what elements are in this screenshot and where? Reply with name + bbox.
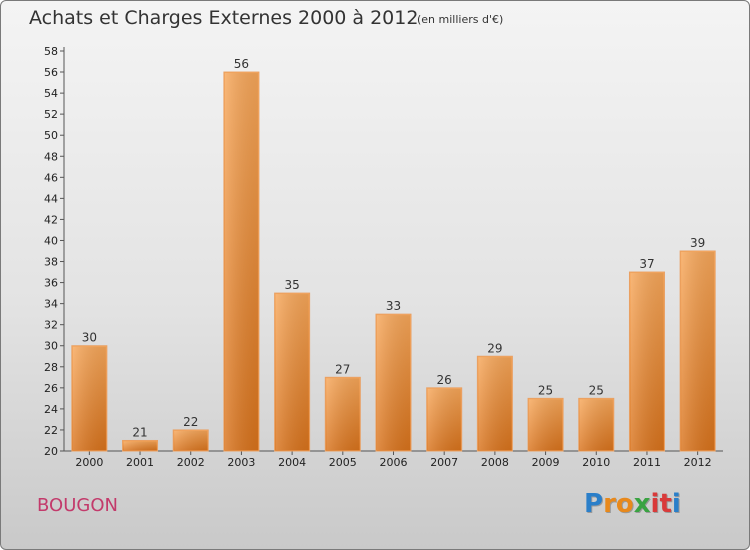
y-tick-label: 42 <box>44 213 58 226</box>
bar-value-label: 25 <box>538 383 553 397</box>
bar-value-label: 26 <box>437 373 452 387</box>
x-tick-label: 2005 <box>329 456 357 469</box>
bar-value-label: 27 <box>335 362 350 376</box>
x-tick-label: 2009 <box>532 456 560 469</box>
bar-highlight <box>478 357 512 450</box>
bars: 30 21 22 56 35 27 33 26 29 25 25 37 39 <box>71 57 716 452</box>
y-tick-label: 28 <box>44 361 58 374</box>
y-tick-label: 36 <box>44 277 58 290</box>
y-tick-label: 50 <box>44 129 58 142</box>
x-tick-label: 2008 <box>481 456 509 469</box>
bar-value-label: 56 <box>234 57 249 71</box>
x-axis: 2000 2001 2002 2003 2004 2005 2006 2007 2008 2009… <box>64 450 723 469</box>
y-tick-label: 40 <box>44 234 58 247</box>
bar-highlight <box>326 378 360 450</box>
y-tick-label: 24 <box>44 403 58 416</box>
y-tick-label: 46 <box>44 171 58 184</box>
bar-value-label: 39 <box>690 236 705 250</box>
x-tick-label: 2003 <box>227 456 255 469</box>
bar-value-label: 29 <box>487 341 502 355</box>
y-tick-label: 30 <box>44 340 58 353</box>
x-tick-label: 2010 <box>582 456 610 469</box>
bar-highlight <box>427 388 461 450</box>
x-tick-label: 2000 <box>75 456 103 469</box>
bar-value-label: 33 <box>386 299 401 313</box>
logo-letter: o <box>615 489 634 519</box>
logo-letter: i <box>671 489 681 519</box>
bar-value-label: 30 <box>82 331 97 345</box>
chart-subtitle: (en milliers d'€) <box>417 13 504 26</box>
bar-highlight <box>529 399 563 450</box>
logo-letter: t <box>659 489 672 519</box>
bar-highlight <box>224 73 258 450</box>
place-name: BOUGON <box>37 495 118 516</box>
x-tick-label: 2011 <box>633 456 661 469</box>
bar-value-label: 21 <box>132 425 147 439</box>
chart-title: Achats et Charges Externes 2000 à 2012 <box>29 7 419 29</box>
logo-letter: r <box>603 489 616 519</box>
y-tick-label: 38 <box>44 256 58 269</box>
y-tick-label: 48 <box>44 150 58 163</box>
y-tick-label: 20 <box>44 445 58 458</box>
y-tick-label: 58 <box>44 45 58 58</box>
y-tick-label: 52 <box>44 108 58 121</box>
y-tick-label: 56 <box>44 66 58 79</box>
y-tick-label: 22 <box>44 424 58 437</box>
y-tick-label: 32 <box>44 319 58 332</box>
proxiti-logo: Proxiti <box>584 489 681 519</box>
bar-highlight <box>377 315 410 450</box>
bar-highlight <box>681 252 715 450</box>
bar-highlight <box>275 294 309 450</box>
y-tick-label: 44 <box>44 192 58 205</box>
x-tick-label: 2002 <box>177 456 205 469</box>
x-tick-label: 2001 <box>126 456 154 469</box>
bar-value-label: 25 <box>589 383 604 397</box>
logo-letter: P <box>584 489 604 519</box>
bar-highlight <box>123 441 157 450</box>
bar-highlight <box>579 399 613 450</box>
logo-letter: x <box>633 489 651 519</box>
y-axis: 20 22 24 26 28 30 32 34 36 38 40 42 44 46 48 50 52 54 56 58 <box>44 45 65 458</box>
x-tick-label: 2004 <box>278 456 306 469</box>
x-tick-label: 2012 <box>684 456 712 469</box>
bar-highlight <box>630 273 664 450</box>
y-tick-label: 26 <box>44 382 58 395</box>
bar-value-label: 35 <box>284 278 299 292</box>
bar-highlight <box>174 430 208 450</box>
y-tick-label: 34 <box>44 298 58 311</box>
x-tick-label: 2007 <box>430 456 458 469</box>
bar-value-label: 37 <box>639 257 654 271</box>
bar-value-label: 22 <box>183 415 198 429</box>
x-tick-label: 2006 <box>380 456 408 469</box>
y-tick-label: 54 <box>44 87 58 100</box>
bar-highlight <box>72 346 106 450</box>
logo-letter: i <box>650 489 660 519</box>
